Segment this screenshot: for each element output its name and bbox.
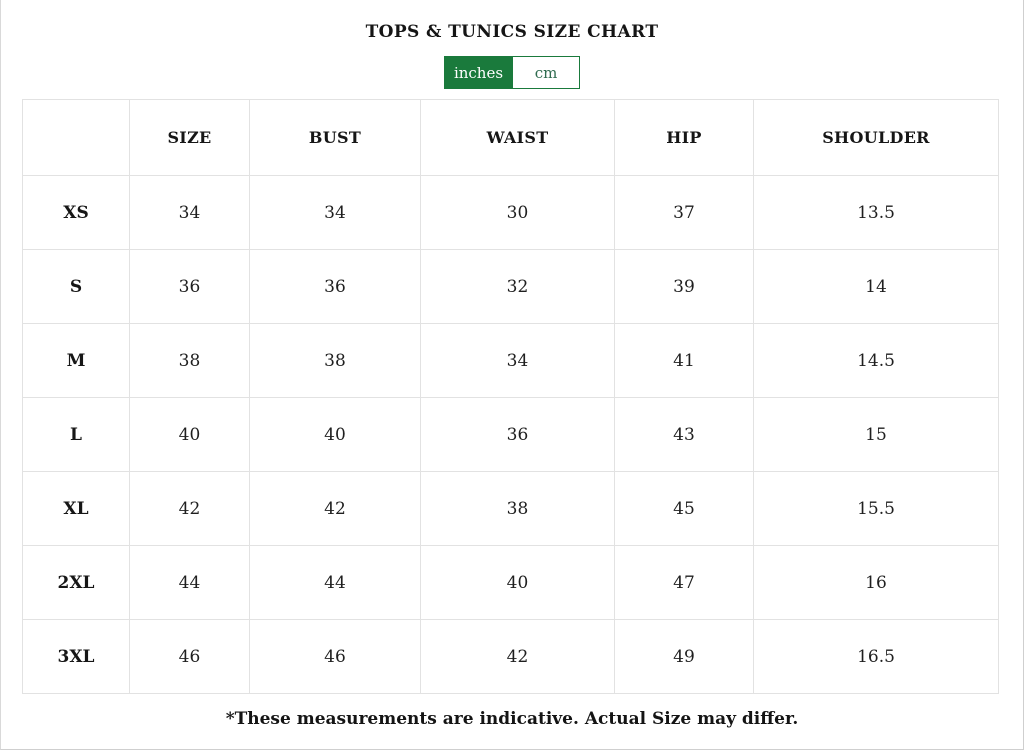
cell-waist: 34 <box>420 323 615 398</box>
page-title: TOPS & TUNICS SIZE CHART <box>365 22 659 42</box>
cell-hip: 43 <box>614 397 754 472</box>
cell-size: 34 <box>129 175 250 250</box>
cell-bust: 38 <box>249 323 421 398</box>
header-cell-hip: HIP <box>614 99 754 176</box>
toggle-cm-button[interactable]: cm <box>512 57 579 88</box>
cell-waist: 40 <box>420 545 615 620</box>
cell-waist: 36 <box>420 397 615 472</box>
cell-shoulder: 16.5 <box>753 619 999 694</box>
table-row: XS 34 34 30 37 13.5 <box>22 175 999 250</box>
table-row: XL 42 42 38 45 15.5 <box>22 471 999 546</box>
header-cell-blank <box>22 99 130 176</box>
cell-hip: 37 <box>614 175 754 250</box>
table-body: XS 34 34 30 37 13.5 S 36 36 32 39 14 M 3… <box>22 175 999 694</box>
cell-bust: 46 <box>249 619 421 694</box>
row-label: M <box>22 323 130 398</box>
header-cell-shoulder: SHOULDER <box>753 99 999 176</box>
unit-toggle: inches cm <box>444 56 580 89</box>
header-cell-waist: WAIST <box>420 99 615 176</box>
cell-hip: 45 <box>614 471 754 546</box>
cell-shoulder: 15 <box>753 397 999 472</box>
row-label: XS <box>22 175 130 250</box>
cell-waist: 30 <box>420 175 615 250</box>
cell-bust: 34 <box>249 175 421 250</box>
cell-size: 38 <box>129 323 250 398</box>
toggle-inches-button[interactable]: inches <box>445 57 512 88</box>
row-label: XL <box>22 471 130 546</box>
cell-size: 36 <box>129 249 250 324</box>
header-row: SIZE BUST WAIST HIP SHOULDER <box>22 99 999 176</box>
cell-hip: 39 <box>614 249 754 324</box>
cell-size: 44 <box>129 545 250 620</box>
cell-size: 46 <box>129 619 250 694</box>
cell-shoulder: 16 <box>753 545 999 620</box>
cell-shoulder: 13.5 <box>753 175 999 250</box>
measurements-disclaimer: *These measurements are indicative. Actu… <box>225 709 799 729</box>
cell-size: 40 <box>129 397 250 472</box>
cell-size: 42 <box>129 471 250 546</box>
cell-bust: 44 <box>249 545 421 620</box>
cell-shoulder: 14 <box>753 249 999 324</box>
cell-shoulder: 15.5 <box>753 471 999 546</box>
table-header: SIZE BUST WAIST HIP SHOULDER <box>22 99 999 176</box>
row-label: S <box>22 249 130 324</box>
header-cell-size: SIZE <box>129 99 250 176</box>
row-label: 2XL <box>22 545 130 620</box>
cell-hip: 49 <box>614 619 754 694</box>
table-row: L 40 40 36 43 15 <box>22 397 999 472</box>
header-cell-bust: BUST <box>249 99 421 176</box>
row-label: 3XL <box>22 619 130 694</box>
cell-waist: 42 <box>420 619 615 694</box>
cell-hip: 47 <box>614 545 754 620</box>
row-label: L <box>22 397 130 472</box>
table-row: 3XL 46 46 42 49 16.5 <box>22 619 999 694</box>
cell-bust: 42 <box>249 471 421 546</box>
cell-bust: 40 <box>249 397 421 472</box>
cell-hip: 41 <box>614 323 754 398</box>
cell-waist: 32 <box>420 249 615 324</box>
cell-waist: 38 <box>420 471 615 546</box>
size-chart-table: SIZE BUST WAIST HIP SHOULDER XS 34 34 30… <box>22 99 999 694</box>
table-row: M 38 38 34 41 14.5 <box>22 323 999 398</box>
cell-shoulder: 14.5 <box>753 323 999 398</box>
cell-bust: 36 <box>249 249 421 324</box>
table-row: S 36 36 32 39 14 <box>22 249 999 324</box>
table-row: 2XL 44 44 40 47 16 <box>22 545 999 620</box>
